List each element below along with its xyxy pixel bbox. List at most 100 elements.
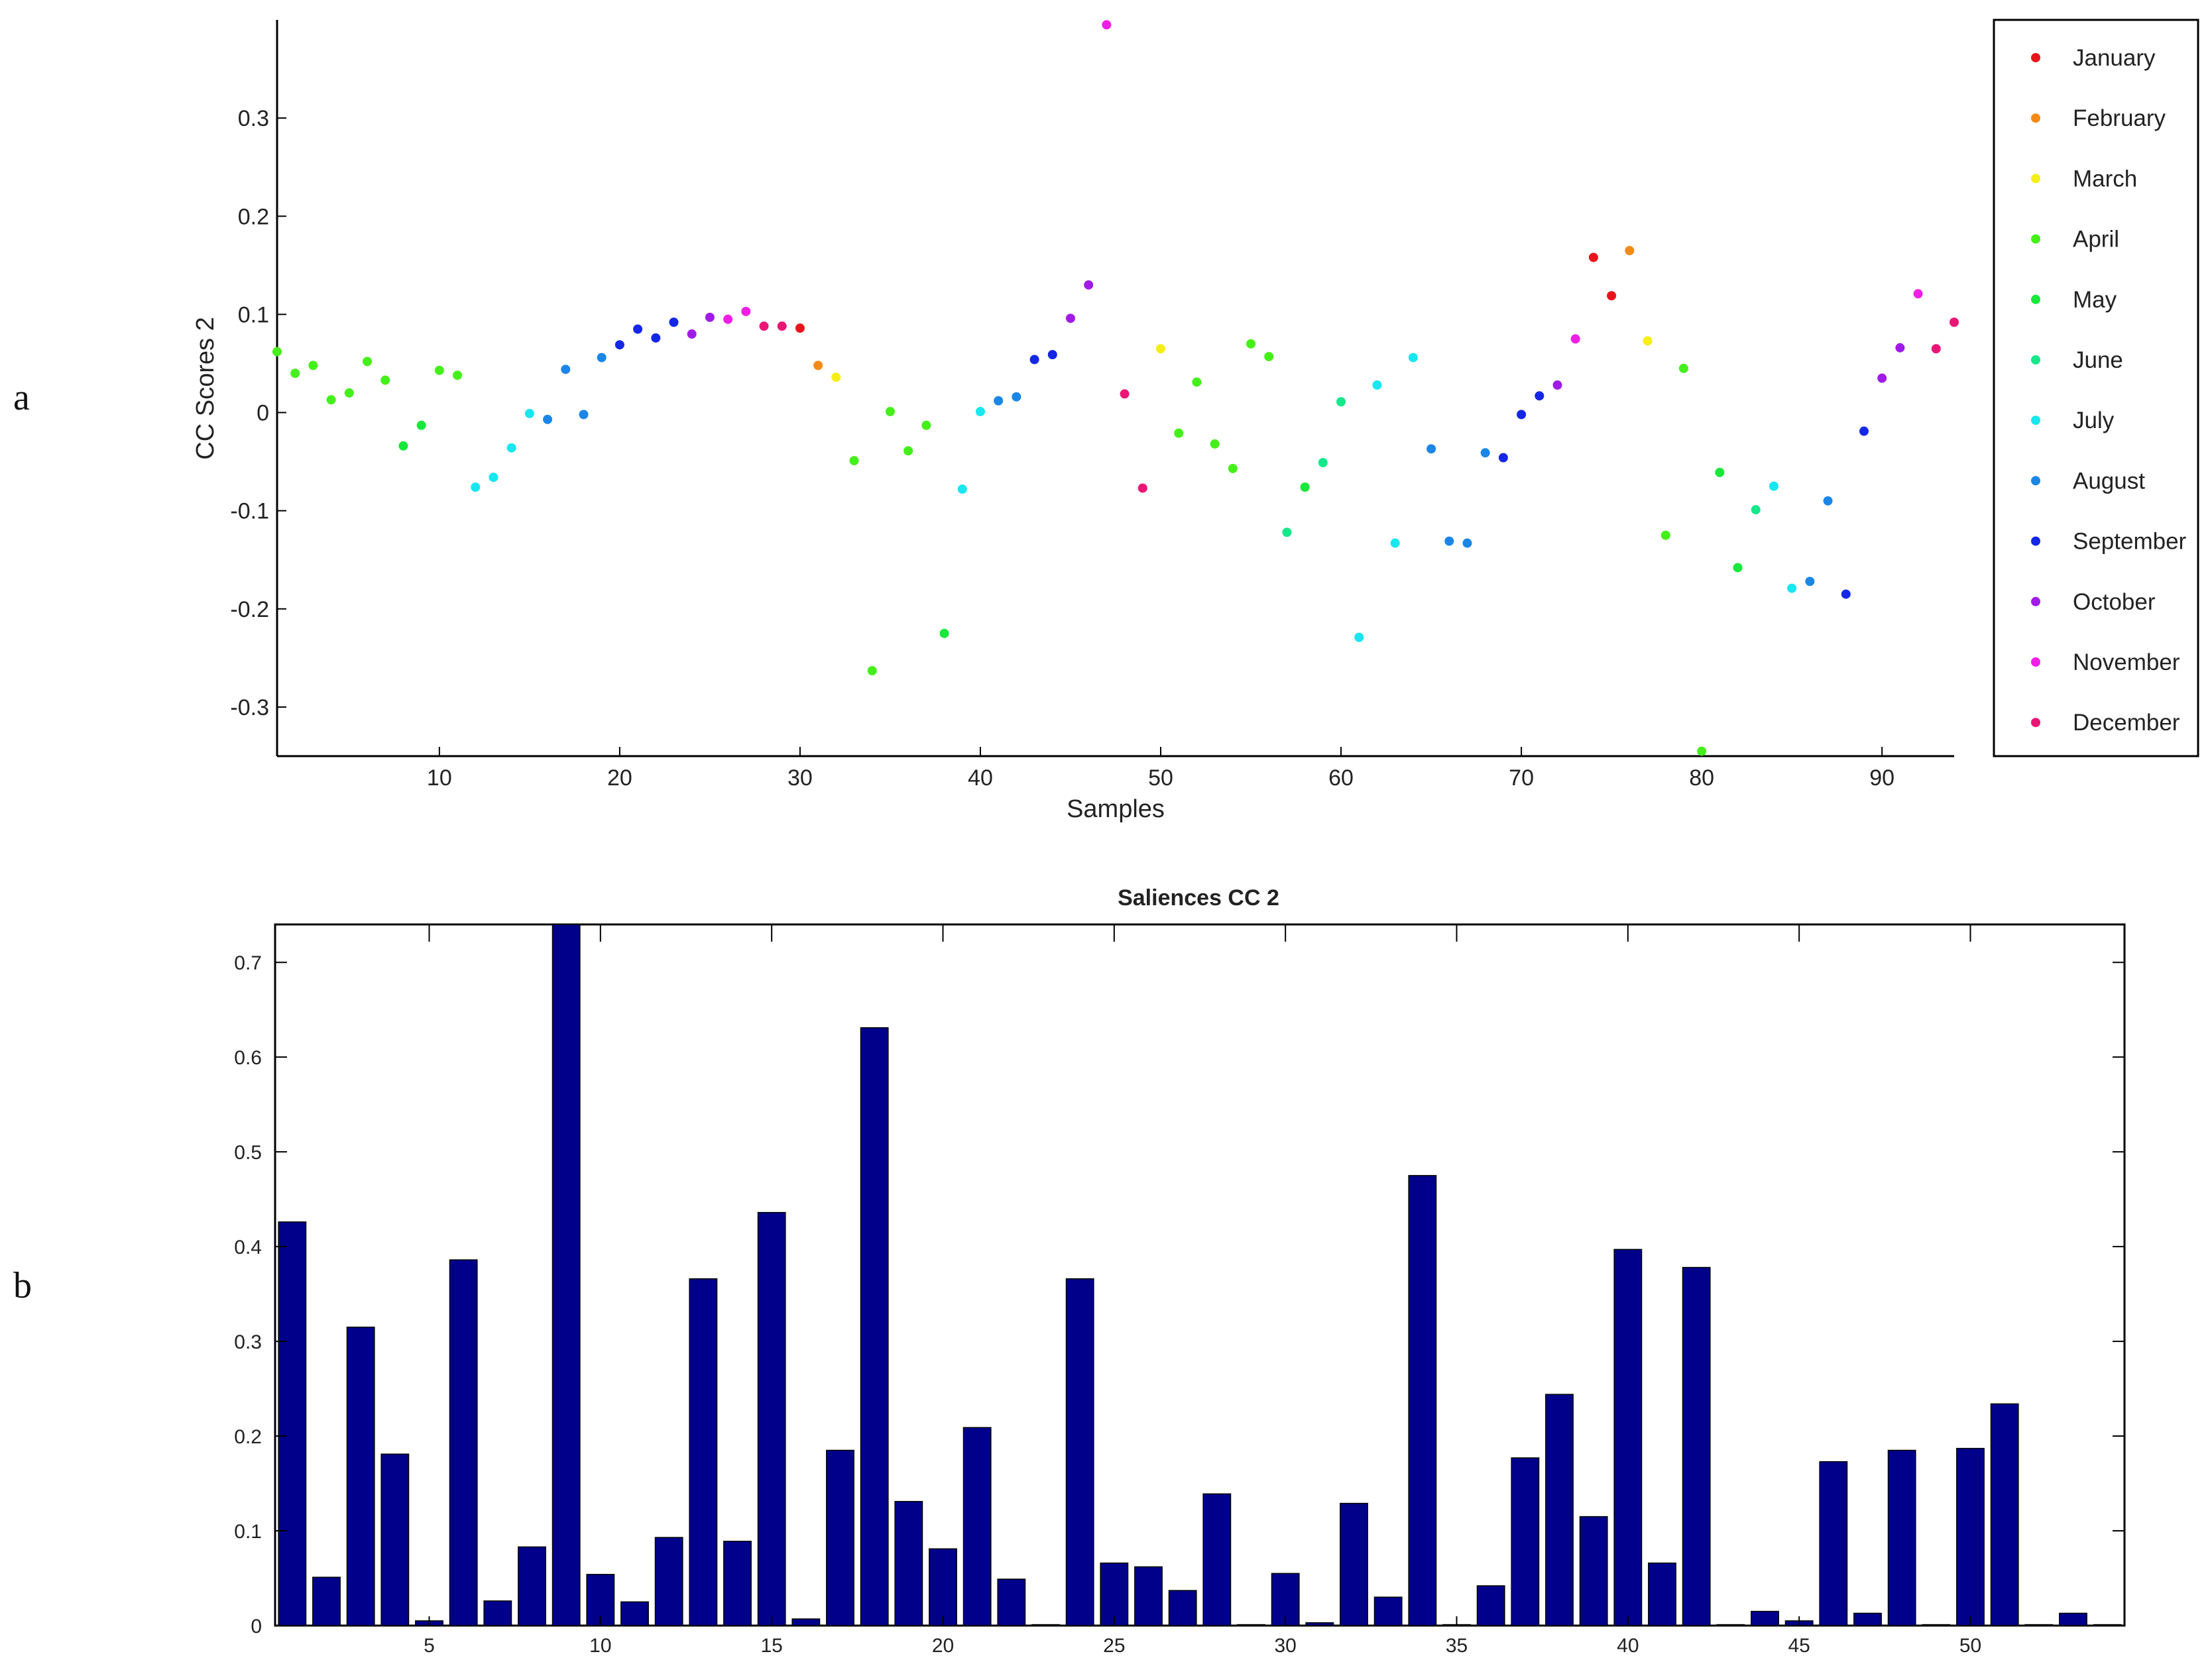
bar-x-tick-label: 50 xyxy=(1959,1635,1981,1657)
bar-x-tick-label: 10 xyxy=(589,1635,611,1657)
legend-marker xyxy=(2031,718,2040,728)
bar xyxy=(860,1027,889,1626)
bar xyxy=(1305,1622,1334,1626)
scatter-point xyxy=(524,409,534,419)
scatter-point xyxy=(1895,343,1905,353)
scatter-x-tick-label: 30 xyxy=(787,765,813,791)
scatter-point xyxy=(1246,339,1256,349)
scatter-point xyxy=(380,375,390,385)
bar xyxy=(1408,1175,1437,1626)
scatter-point xyxy=(1192,377,1202,387)
bar xyxy=(689,1278,718,1626)
scatter-point xyxy=(416,420,426,430)
scatter-point xyxy=(1823,496,1833,506)
scatter-point xyxy=(1517,410,1527,419)
scatter-point xyxy=(1535,391,1544,401)
scatter-x-tick-label: 20 xyxy=(607,765,632,791)
scatter-point xyxy=(831,372,841,382)
bar xyxy=(826,1449,854,1626)
scatter-point xyxy=(1877,373,1887,383)
scatter-point xyxy=(1012,392,1021,402)
bar xyxy=(929,1548,957,1626)
scatter-point xyxy=(867,666,877,676)
scatter-point xyxy=(579,410,589,419)
legend-marker xyxy=(2031,657,2040,667)
bar xyxy=(723,1541,752,1626)
legend-marker xyxy=(2031,294,2040,304)
bar xyxy=(1100,1562,1129,1626)
scatter-point xyxy=(1408,353,1418,362)
bar xyxy=(1511,1457,1540,1626)
bar-x-tick-label: 30 xyxy=(1274,1635,1296,1657)
bar-x-tick-label: 15 xyxy=(760,1635,782,1657)
scatter-point xyxy=(1174,428,1184,438)
scatter-x-tick-label: 90 xyxy=(1869,765,1894,791)
bar xyxy=(449,1259,478,1626)
bar xyxy=(1476,1585,1505,1626)
bar xyxy=(654,1537,683,1626)
bar xyxy=(346,1326,375,1626)
bar xyxy=(1922,1624,1951,1626)
scatter-point xyxy=(633,324,643,334)
scatter-point xyxy=(489,472,498,482)
scatter-point xyxy=(885,407,895,417)
legend-marker xyxy=(2031,416,2040,425)
legend-label: June xyxy=(2073,347,2123,373)
scatter-point xyxy=(597,353,607,362)
scatter-point xyxy=(543,414,553,424)
scatter-point xyxy=(1950,317,1959,327)
bar xyxy=(1648,1562,1676,1626)
scatter-y-tick-label: -0.3 xyxy=(230,695,269,720)
scatter-points xyxy=(272,20,1959,756)
scatter-point xyxy=(1065,313,1075,323)
bar xyxy=(1373,1596,1403,1626)
scatter-point xyxy=(669,317,679,327)
legend-marker xyxy=(2031,355,2040,364)
scatter-y-tick-label: 0.1 xyxy=(238,302,269,327)
scatter-point xyxy=(1372,380,1382,390)
bar xyxy=(312,1577,341,1626)
scatter-point xyxy=(1120,389,1130,399)
bar-y-tick-label: 0.4 xyxy=(234,1237,262,1258)
bar xyxy=(2024,1624,2054,1626)
scatter-point xyxy=(957,484,967,494)
scatter-point xyxy=(1913,289,1923,299)
scatter-point xyxy=(1137,483,1147,493)
bar xyxy=(1853,1612,1882,1626)
legend-marker xyxy=(2031,174,2040,184)
bar-x-tick-label: 35 xyxy=(1446,1635,1468,1657)
scatter-point xyxy=(1084,280,1094,290)
scatter-point xyxy=(506,443,516,453)
scatter-point xyxy=(849,456,859,466)
legend-label: July xyxy=(2073,408,2115,433)
scatter-y-ticks: 0.3 0.2 0.1 0 -0.1 -0.2 -0.3 xyxy=(230,106,286,720)
scatter-point xyxy=(614,340,624,350)
scatter-point xyxy=(1625,246,1635,256)
scatter-point xyxy=(326,395,336,405)
bar xyxy=(1751,1610,1779,1626)
bar-x-tick-label: 45 xyxy=(1788,1635,1810,1657)
scatter-point xyxy=(1859,426,1869,436)
bar-x-tick-label: 5 xyxy=(424,1635,435,1657)
bar-x-tick-label: 20 xyxy=(932,1635,954,1657)
scatter-point xyxy=(1570,334,1580,344)
scatter-point xyxy=(1697,746,1707,756)
scatter-point xyxy=(1552,380,1562,390)
bar xyxy=(1990,1403,2019,1626)
legend-box xyxy=(1993,19,2199,757)
scatter-x-tick-label: 10 xyxy=(427,765,452,791)
scatter-point xyxy=(1047,350,1057,360)
legend-label: April xyxy=(2073,227,2119,252)
bar-chart: Saliences CC 2 0 0.1 0.2 0.3 0.4 0.5 0.6 0.7 5 1… xyxy=(234,885,2126,1657)
scatter-point xyxy=(1318,458,1328,468)
bar xyxy=(2059,1612,2087,1626)
scatter-point xyxy=(1228,463,1238,473)
scatter-y-tick-label: 0 xyxy=(257,401,269,426)
scatter-y-tick-label: -0.1 xyxy=(230,499,269,524)
scatter-point xyxy=(1354,632,1364,642)
bar-x-tick-label: 25 xyxy=(1103,1635,1125,1657)
scatter-point xyxy=(344,388,354,398)
scatter-point xyxy=(741,306,751,316)
scatter-point xyxy=(363,357,373,366)
scatter-x-tick-label: 60 xyxy=(1328,765,1354,791)
